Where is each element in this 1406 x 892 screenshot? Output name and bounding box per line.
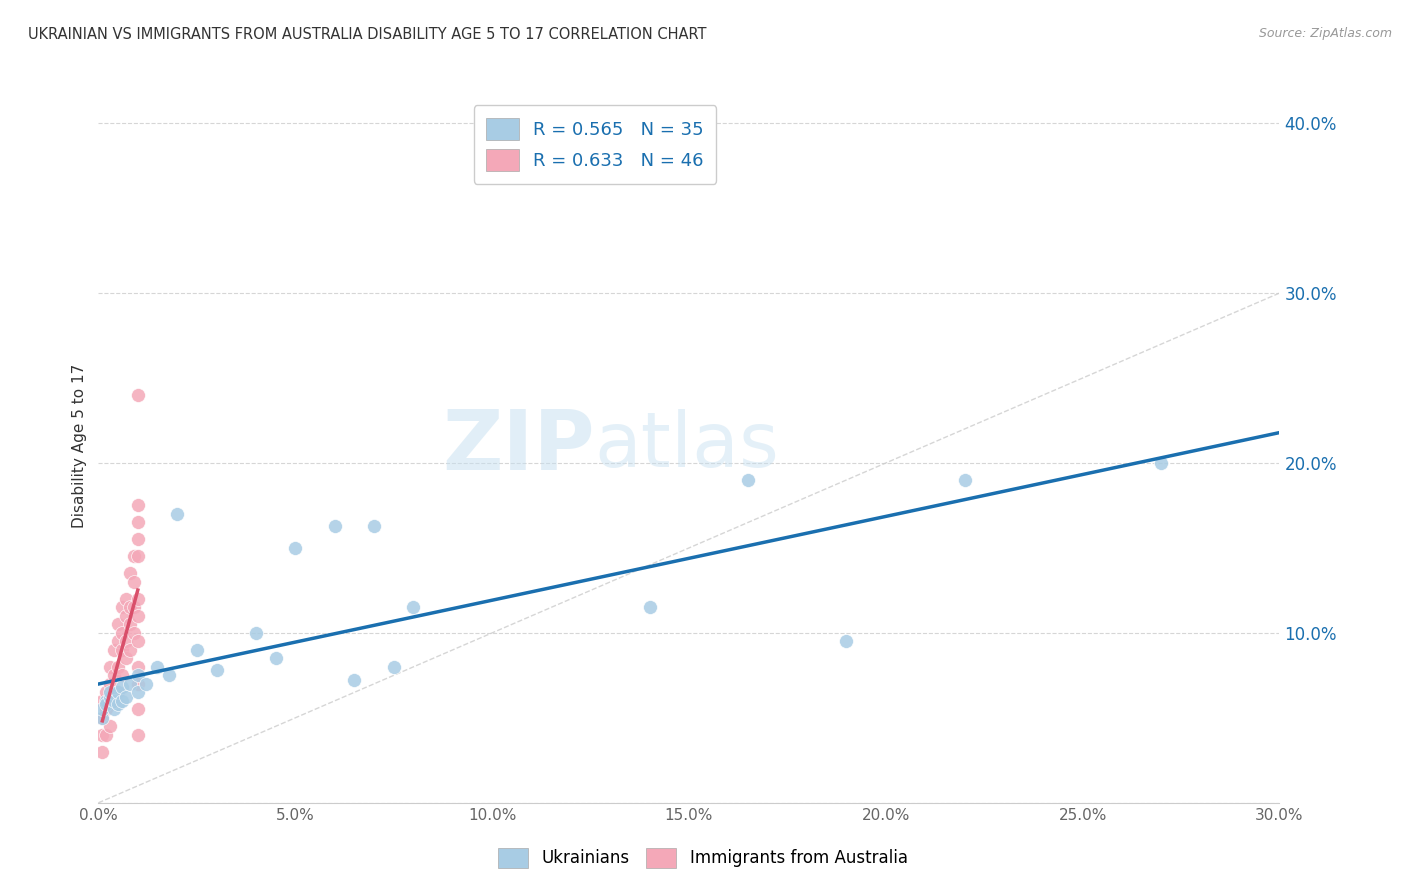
Point [264, 651, 287, 665]
Point [98, 690, 121, 705]
Point [127, 685, 149, 699]
Point [127, 677, 149, 691]
Point [107, 698, 129, 712]
Point [98, 660, 121, 674]
Point [91, 694, 114, 708]
Text: ZIP: ZIP [441, 406, 595, 486]
Point [122, 600, 145, 615]
Point [115, 591, 138, 606]
Point [111, 600, 134, 615]
Point [111, 626, 134, 640]
Point [111, 668, 134, 682]
Point [127, 728, 149, 742]
Legend: R = 0.565   N = 35, R = 0.633   N = 46: R = 0.565 N = 35, R = 0.633 N = 46 [474, 105, 717, 184]
Point [98, 677, 121, 691]
Point [96, 698, 118, 712]
Point [127, 549, 149, 564]
Text: UKRAINIAN VS IMMIGRANTS FROM AUSTRALIA DISABILITY AGE 5 TO 17 CORRELATION CHART: UKRAINIAN VS IMMIGRANTS FROM AUSTRALIA D… [28, 27, 707, 42]
Point [382, 660, 405, 674]
Point [115, 651, 138, 665]
Point [323, 519, 346, 533]
Point [91, 702, 114, 716]
Point [96, 702, 118, 716]
Point [127, 702, 149, 716]
Point [96, 685, 118, 699]
Point [402, 600, 425, 615]
Point [127, 591, 149, 606]
Point [157, 668, 180, 682]
Point [118, 643, 141, 657]
Point [122, 549, 145, 564]
Point [98, 694, 121, 708]
Legend: Ukrainians, Immigrants from Australia: Ukrainians, Immigrants from Australia [492, 841, 914, 875]
Point [135, 677, 157, 691]
Text: atlas: atlas [595, 409, 779, 483]
Point [835, 634, 858, 648]
Point [91, 711, 114, 725]
Point [127, 499, 149, 513]
Point [103, 694, 125, 708]
Point [107, 634, 129, 648]
Point [103, 643, 125, 657]
Point [118, 566, 141, 581]
Point [122, 574, 145, 589]
Point [107, 617, 129, 632]
Point [127, 608, 149, 623]
Point [186, 643, 208, 657]
Point [127, 668, 149, 682]
Point [111, 680, 134, 694]
Point [737, 473, 759, 487]
Point [103, 668, 125, 682]
Point [91, 711, 114, 725]
Point [638, 600, 661, 615]
Point [127, 516, 149, 530]
Point [103, 702, 125, 716]
Point [115, 634, 138, 648]
Point [166, 507, 188, 521]
Point [127, 660, 149, 674]
Point [953, 473, 976, 487]
Point [363, 519, 385, 533]
Point [343, 673, 366, 688]
Point [127, 388, 149, 402]
Point [96, 694, 118, 708]
Point [107, 685, 129, 699]
Point [107, 685, 129, 699]
Point [115, 608, 138, 623]
Point [284, 541, 307, 555]
Point [96, 728, 118, 742]
Text: Source: ZipAtlas.com: Source: ZipAtlas.com [1258, 27, 1392, 40]
Point [107, 660, 129, 674]
Point [111, 694, 134, 708]
Point [118, 600, 141, 615]
Point [118, 617, 141, 632]
Point [111, 643, 134, 657]
Point [146, 660, 169, 674]
Point [98, 719, 121, 733]
Point [1150, 456, 1173, 470]
Point [103, 694, 125, 708]
Point [205, 663, 228, 677]
Point [118, 677, 141, 691]
Point [122, 626, 145, 640]
Point [127, 533, 149, 547]
Point [115, 690, 138, 705]
Point [98, 685, 121, 699]
Point [127, 634, 149, 648]
Point [91, 745, 114, 759]
Point [91, 728, 114, 742]
Point [245, 626, 267, 640]
Y-axis label: Disability Age 5 to 17: Disability Age 5 to 17 [72, 364, 87, 528]
